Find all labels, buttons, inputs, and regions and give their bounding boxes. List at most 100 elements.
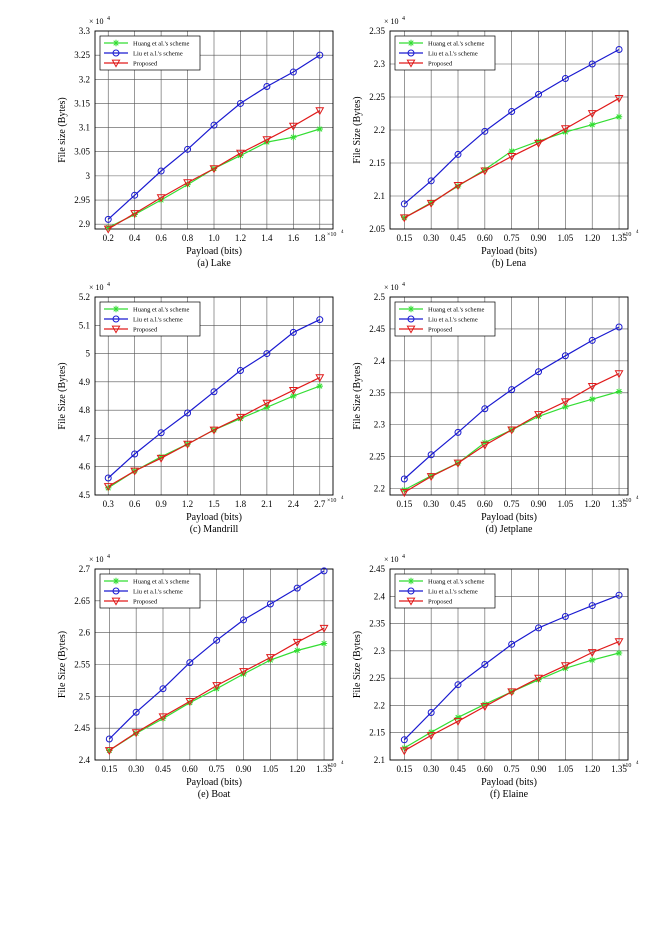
data-point [587,649,597,658]
plot-frame [94,568,334,761]
x-tick-label: 0.30 [423,499,439,509]
x-tick-label: 0.15 [396,499,412,509]
data-point [157,196,165,204]
y-tick-label: 3.05 [74,147,90,157]
data-point [588,336,596,344]
data-point [480,441,490,450]
chart-panel: 2.4 2.45 2.5 2.55 2.6 2.65 2.7 0.15 0.30 0.45 0.60… [57,554,344,800]
x-tick-label: 1.20 [584,233,600,243]
data-point [210,121,218,129]
y-tick-label: 2.95 [74,195,90,205]
data-point [507,153,517,162]
legend-entry: Huang et al.'s scheme [428,41,485,48]
x-tick-label: 0.75 [504,233,520,243]
x-axis-label: Payload (bits) [186,246,242,257]
data-point [186,699,194,706]
x-tick-label: 1.20 [289,764,305,774]
x-tick-label: 1.8 [235,499,247,509]
x-tick-label: 0.8 [182,233,194,243]
x-tick-label: 0.90 [531,499,547,509]
data-point [156,194,166,203]
legend-entry: Liu et a.l.'s scheme [133,317,183,324]
x-tick-label: 0.75 [209,764,225,774]
x-tick-label: 0.2 [103,233,114,243]
data-point [184,181,191,188]
data-point [481,661,489,668]
legend-entry: Proposed [428,599,453,606]
data-point [507,426,517,435]
data-point [289,68,297,76]
chart-caption: (b) Lena [492,258,527,269]
x-tick-label: 0.90 [531,764,547,774]
data-point [186,659,194,667]
data-point [130,467,140,476]
data-point [426,199,436,208]
legend-marker [111,59,121,68]
data-point [237,152,244,159]
data-point [320,640,328,647]
plot-frame [389,296,629,496]
x-tick-label: 0.6 [129,499,141,509]
y-tick-label: 2.45 [369,564,385,574]
x-tick-label: 1.05 [557,764,573,774]
x-tick-label: 2.4 [288,499,300,509]
x-tick-label: 0.45 [155,764,171,774]
data-point [184,409,192,417]
y-tick-label: 2.5 [79,691,91,701]
data-point [131,211,138,218]
data-point [316,125,323,133]
data-point [262,136,272,145]
data-point [399,747,409,756]
data-point [589,656,596,664]
data-point [561,75,569,83]
data-point [400,736,408,744]
series-line [107,110,321,230]
y-tick-label: 2.45 [369,324,385,334]
data-point [319,624,329,633]
data-point [480,167,490,176]
data-point [235,413,245,422]
x-tick-label: 0.75 [504,499,520,509]
x-tick-label: 0.15 [396,764,412,774]
data-point [103,483,113,492]
data-point [240,670,247,678]
x-tick-label: 1.6 [288,233,300,243]
x-tick-label: 0.3 [103,499,115,509]
x-tick-label: 0.6 [155,233,167,243]
legend-entry: Liu et a.l.'s scheme [428,589,478,596]
data-series [399,370,624,498]
legend: Huang et al.'s scheme Liu et a.l.'s schem… [99,573,201,609]
y-tick-label: 2.15 [369,728,385,738]
data-point [481,701,489,708]
y-axis-label: File Size (Bytes) [352,96,363,163]
data-point [589,395,596,403]
data-series [105,567,328,743]
data-point [265,654,275,663]
chart-panel: 4.5 4.6 4.7 4.8 4.9 5 5.1 5.2 0.3 0.6 0.9 1.2 1.5 1.8… [57,282,344,535]
y-tick-label: 3.25 [74,50,90,60]
data-point [560,662,570,671]
y-exponent-power: 4 [402,16,405,22]
data-point [615,591,623,599]
data-series [104,51,324,223]
data-point [615,323,623,331]
chart-panel: 2.9 2.95 3 3.05 3.1 3.15 3.2 3.25 3.3 0.2 0.4 0.6 0.… [57,16,344,269]
data-point [400,475,408,483]
series-line [403,594,620,741]
x-axis-label: Payload (bits) [481,777,537,788]
data-point [588,60,596,68]
data-point [615,45,623,53]
data-point [508,386,516,394]
data-point [131,729,141,738]
x-tick-label: 0.9 [155,499,167,509]
y-tick-label: 2.6 [79,628,91,638]
x-exponent-label: ×10 [622,498,631,504]
data-point [267,656,274,664]
legend: Huang et al.'s scheme Liu et a.l.'s schem… [394,35,496,71]
x-tick-label: 0.60 [182,764,198,774]
data-point [315,107,325,116]
x-tick-label: 0.60 [477,764,493,774]
data-point [288,386,298,395]
data-point [320,567,328,575]
y-tick-label: 4.7 [79,433,91,443]
